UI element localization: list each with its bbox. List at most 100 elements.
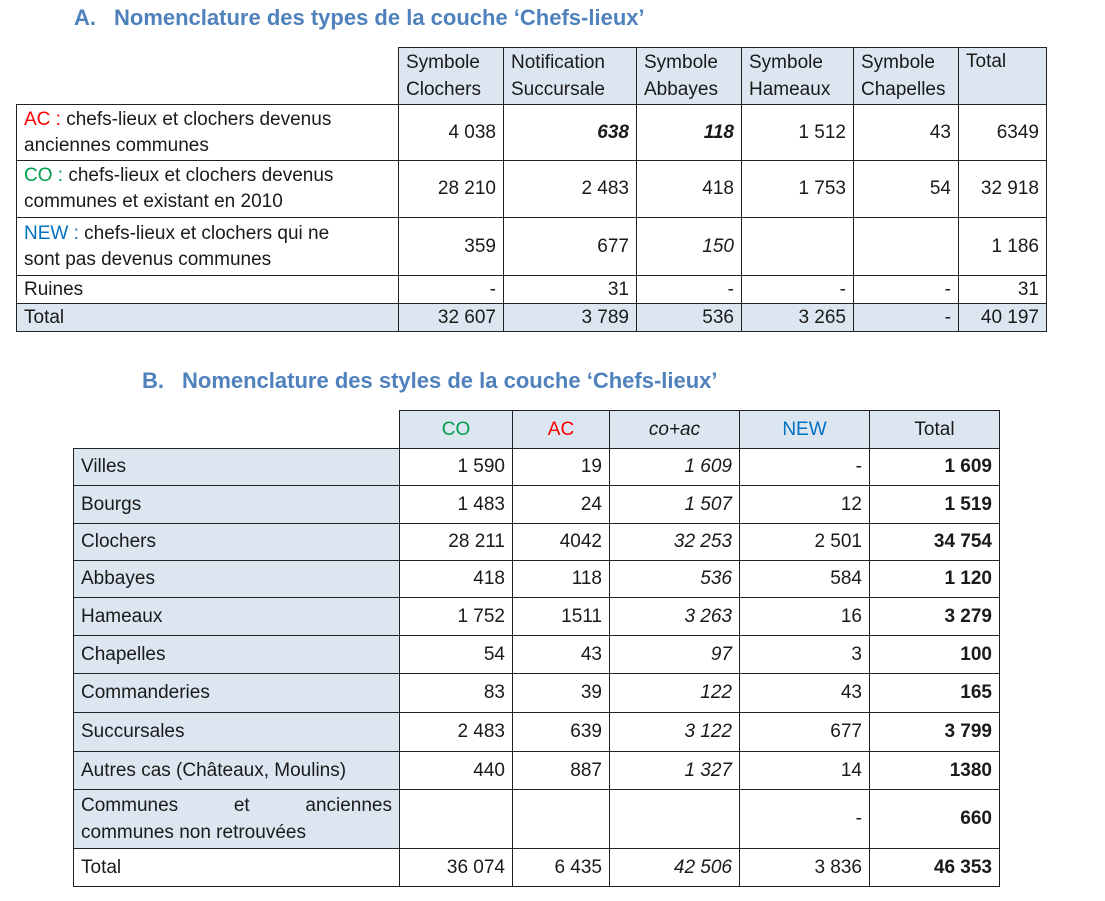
table-cell: 32 918 — [958, 160, 1047, 218]
table-cell: 638 — [503, 104, 637, 161]
table-cell: 28 210 — [398, 160, 504, 218]
table-row: Chapelles 54 43 97 3 100 — [73, 635, 1000, 674]
table-row: Villes 1 590 19 1 609 - 1 609 — [73, 448, 1000, 486]
row-label-co: CO : chefs-lieux et clochers devenus comm… — [16, 160, 399, 218]
table-cell: 4042 — [512, 523, 610, 561]
table-cell: 1 120 — [869, 560, 1000, 598]
col-header-ac: AC — [512, 410, 610, 449]
table-cell: 165 — [869, 673, 1000, 713]
section-b-title: Nomenclature des styles de la couche ‘Ch… — [182, 368, 718, 393]
table-cell: 677 — [503, 217, 637, 276]
section-a-heading: A. Nomenclature des types de la couche ‘C… — [74, 5, 645, 31]
table-cell: 1 483 — [399, 485, 513, 524]
row-label: Communes et anciennes communes non retrou… — [73, 789, 400, 849]
table-cell: 43 — [512, 635, 610, 674]
table-cell: 3 122 — [609, 712, 740, 752]
table-cell: - — [741, 275, 854, 304]
row-label: Autres cas (Châteaux, Moulins) — [73, 751, 400, 790]
table-cell: 1 609 — [869, 448, 1000, 486]
total-row: Total 32 607 3 789 536 3 265 - 40 197 — [16, 303, 1047, 332]
styles-table: CO AC co+ac NEW Total Villes 1 590 19 1 … — [73, 410, 1000, 887]
table-cell: 3 789 — [503, 303, 637, 332]
table-cell: 3 263 — [609, 597, 740, 636]
table-cell: 24 — [512, 485, 610, 524]
table-cell — [853, 217, 959, 276]
row-label: Hameaux — [73, 597, 400, 636]
col-header-total: Total — [869, 410, 1000, 449]
table-row: Autres cas (Châteaux, Moulins) 440 887 1… — [73, 751, 1000, 790]
col-header-new: NEW — [739, 410, 870, 449]
table-row: Bourgs 1 483 24 1 507 12 1 519 — [73, 485, 1000, 524]
table-cell: 31 — [958, 275, 1047, 304]
col-header-co-ac: co+ac — [609, 410, 740, 449]
table-cell: 1 590 — [399, 448, 513, 486]
table-cell: 6 435 — [512, 848, 610, 887]
row-label: Succursales — [73, 712, 400, 752]
row-label-new: NEW : chefs-lieux et clochers qui ne sont… — [16, 217, 399, 276]
table-cell: 3 279 — [869, 597, 1000, 636]
section-b-heading: B. Nomenclature des styles de la couche ‘… — [142, 368, 718, 394]
table-row: Abbayes 418 118 536 584 1 120 — [73, 560, 1000, 598]
table-cell: 83 — [399, 673, 513, 713]
table-cell: - — [739, 448, 870, 486]
table-cell: 536 — [609, 560, 740, 598]
table-cell: 32 253 — [609, 523, 740, 561]
table-row: Communes et anciennes communes non retrou… — [73, 789, 1000, 849]
table-cell: 39 — [512, 673, 610, 713]
row-label: Bourgs — [73, 485, 400, 524]
table-cell — [399, 789, 513, 849]
table-cell: 28 211 — [399, 523, 513, 561]
col-header-total: Total — [958, 47, 1047, 105]
table-cell: 3 799 — [869, 712, 1000, 752]
table-cell: 3 — [739, 635, 870, 674]
row-label: Abbayes — [73, 560, 400, 598]
table-cell: 677 — [739, 712, 870, 752]
table-row: Ruines - 31 - - - 31 — [16, 275, 1047, 304]
row-label: Villes — [73, 448, 400, 486]
section-a-title: Nomenclature des types de la couche ‘Che… — [114, 5, 645, 30]
table-cell: 46 353 — [869, 848, 1000, 887]
table-cell: 1 507 — [609, 485, 740, 524]
styles-corner — [74, 411, 400, 449]
row-label-total: Total — [73, 848, 400, 887]
table-cell: 12 — [739, 485, 870, 524]
table-cell: 100 — [869, 635, 1000, 674]
table-cell: 150 — [636, 217, 742, 276]
col-header-hameaux: Symbole Hameaux — [741, 47, 854, 105]
table-cell: 19 — [512, 448, 610, 486]
table-cell: 359 — [398, 217, 504, 276]
table-cell: 40 197 — [958, 303, 1047, 332]
table-cell: 1 512 — [741, 104, 854, 161]
table-row: AC : chefs-lieux et clochers devenus anci… — [16, 104, 1047, 161]
table-cell: 16 — [739, 597, 870, 636]
table-cell: 31 — [503, 275, 637, 304]
table-cell: 1511 — [512, 597, 610, 636]
table-row: Succursales 2 483 639 3 122 677 3 799 — [73, 712, 1000, 752]
table-cell: 4 038 — [398, 104, 504, 161]
row-label: Chapelles — [73, 635, 400, 674]
col-header-abbayes: Symbole Abbayes — [636, 47, 742, 105]
types-header-row: Symbole Clochers Notification Succursale S… — [17, 47, 1047, 105]
types-corner — [17, 48, 399, 105]
table-cell: 43 — [853, 104, 959, 161]
table-cell: 1 186 — [958, 217, 1047, 276]
table-cell: 418 — [399, 560, 513, 598]
table-cell: 42 506 — [609, 848, 740, 887]
table-row: Commanderies 83 39 122 43 165 — [73, 673, 1000, 713]
table-cell: 36 074 — [399, 848, 513, 887]
table-cell: 122 — [609, 673, 740, 713]
table-cell — [609, 789, 740, 849]
table-cell: 639 — [512, 712, 610, 752]
table-cell: - — [398, 275, 504, 304]
table-cell: - — [636, 275, 742, 304]
col-header-co: CO — [399, 410, 513, 449]
table-cell: 3 265 — [741, 303, 854, 332]
table-cell: 1 752 — [399, 597, 513, 636]
table-cell: - — [853, 303, 959, 332]
table-cell: 1380 — [869, 751, 1000, 790]
table-cell: 418 — [636, 160, 742, 218]
row-label: Commanderies — [73, 673, 400, 713]
table-cell: 118 — [636, 104, 742, 161]
col-header-chapelles: Symbole Chapelles — [853, 47, 959, 105]
col-header-clochers: Symbole Clochers — [398, 47, 504, 105]
